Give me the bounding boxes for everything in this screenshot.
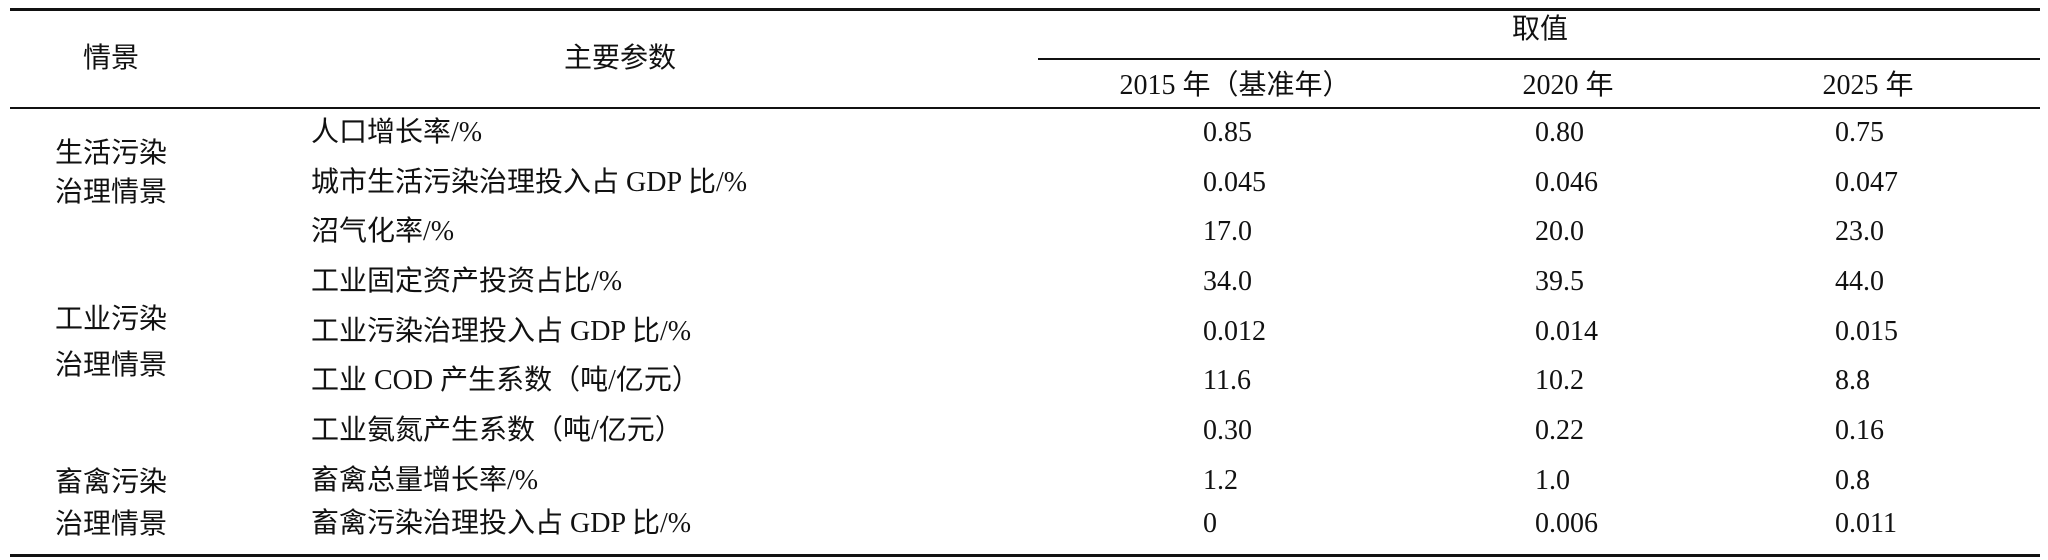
- value-cell: 0.85: [1203, 117, 1252, 148]
- value-cell: 0.16: [1835, 415, 1884, 446]
- scenario-label: 治理情景: [54, 350, 168, 381]
- header-rule: [10, 107, 2040, 109]
- value-cell: 1.0: [1535, 465, 1570, 496]
- header-scenario: 情景: [82, 43, 140, 74]
- value-cell: 20.0: [1535, 216, 1584, 247]
- value-cell: 0.047: [1835, 167, 1898, 198]
- parameter-cell: 工业氨氮产生系数（吨/亿元）: [311, 415, 683, 446]
- value-cell: 0: [1203, 508, 1217, 539]
- value-cell: 34.0: [1203, 266, 1252, 297]
- header-year: 2025 年: [1822, 70, 1914, 101]
- header-year: 2020 年: [1522, 70, 1614, 101]
- parameter-cell: 工业固定资产投资占比/%: [311, 266, 623, 297]
- value-cell: 0.015: [1835, 316, 1898, 347]
- value-cell: 39.5: [1535, 266, 1584, 297]
- scenario-label: 生活污染: [54, 138, 168, 169]
- parameter-cell: 沼气化率/%: [311, 216, 455, 247]
- scenario-label: 治理情景: [54, 177, 168, 208]
- value-cell: 44.0: [1835, 266, 1884, 297]
- header-parameter: 主要参数: [563, 43, 677, 74]
- parameter-cell: 畜禽总量增长率/%: [311, 465, 539, 496]
- scenario-label: 畜禽污染: [54, 467, 168, 498]
- value-cell: 0.22: [1535, 415, 1584, 446]
- parameter-cell: 工业污染治理投入占 GDP 比/%: [311, 316, 692, 347]
- value-cell: 0.80: [1535, 117, 1584, 148]
- header-year: 2015 年（基准年）: [1119, 70, 1351, 101]
- value-cell: 10.2: [1535, 365, 1584, 396]
- value-cell: 0.012: [1203, 316, 1266, 347]
- value-cell: 0.046: [1535, 167, 1598, 198]
- value-cell: 8.8: [1835, 365, 1870, 396]
- value-cell: 0.30: [1203, 415, 1252, 446]
- value-cell: 11.6: [1203, 365, 1251, 396]
- scenario-label: 工业污染: [54, 304, 168, 335]
- top-rule: [10, 8, 2040, 11]
- value-cell: 0.75: [1835, 117, 1884, 148]
- header-value: 取值: [1511, 14, 1569, 45]
- value-rule: [1038, 58, 2040, 60]
- value-cell: 1.2: [1203, 465, 1238, 496]
- parameter-cell: 城市生活污染治理投入占 GDP 比/%: [311, 167, 748, 198]
- value-cell: 23.0: [1835, 216, 1884, 247]
- bottom-rule: [10, 554, 2040, 557]
- value-cell: 0.014: [1535, 316, 1598, 347]
- parameter-cell: 人口增长率/%: [311, 117, 483, 148]
- parameter-cell: 畜禽污染治理投入占 GDP 比/%: [311, 508, 692, 539]
- scenario-label: 治理情景: [54, 509, 168, 540]
- value-cell: 0.011: [1835, 508, 1897, 539]
- value-cell: 0.8: [1835, 465, 1870, 496]
- value-cell: 0.045: [1203, 167, 1266, 198]
- value-cell: 17.0: [1203, 216, 1252, 247]
- parameter-cell: 工业 COD 产生系数（吨/亿元）: [311, 365, 700, 396]
- value-cell: 0.006: [1535, 508, 1598, 539]
